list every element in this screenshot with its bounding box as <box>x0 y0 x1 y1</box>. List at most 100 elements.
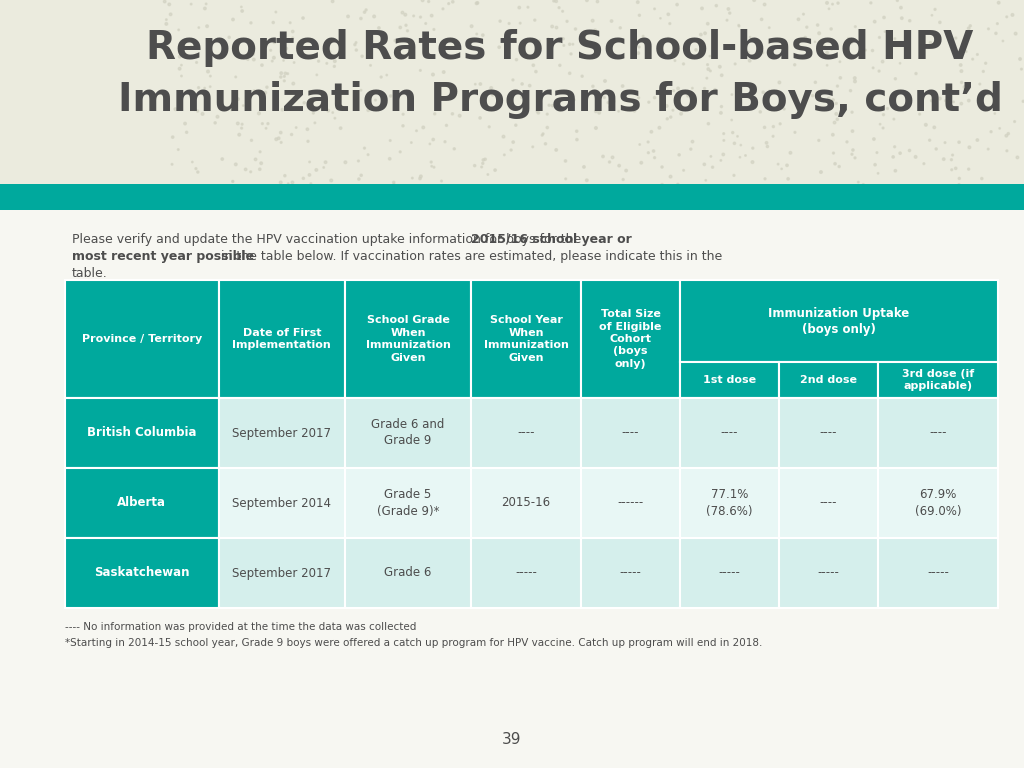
Point <box>871 118 888 131</box>
Text: 2015-16: 2015-16 <box>502 496 551 509</box>
Point <box>918 119 934 131</box>
Point <box>928 143 944 155</box>
Point <box>383 90 399 102</box>
Point <box>617 164 634 177</box>
Point <box>214 153 230 165</box>
Point <box>845 125 861 137</box>
Point <box>167 103 183 115</box>
Point <box>945 96 962 108</box>
Point <box>825 94 842 106</box>
Point <box>754 13 770 25</box>
Point <box>280 68 296 80</box>
Point <box>275 55 292 67</box>
Point <box>285 31 301 44</box>
Point <box>612 22 629 34</box>
Point <box>171 62 187 74</box>
Point <box>223 104 240 116</box>
Point <box>437 136 454 148</box>
Text: ---- No information was provided at the time the data was collected: ---- No information was provided at the … <box>65 622 417 632</box>
Point <box>183 0 200 10</box>
Point <box>323 174 339 187</box>
Point <box>797 94 813 106</box>
Text: Grade 6: Grade 6 <box>384 567 432 580</box>
Point <box>631 41 647 53</box>
Point <box>426 23 442 35</box>
Point <box>588 41 604 53</box>
Bar <box>778 468 878 538</box>
Point <box>358 4 375 16</box>
Point <box>829 80 846 92</box>
Point <box>924 9 940 22</box>
Point <box>382 153 398 165</box>
Point <box>252 146 268 158</box>
Bar <box>680 398 778 468</box>
Point <box>285 176 301 188</box>
Point <box>529 105 546 118</box>
Text: School Grade
When
Immunization
Given: School Grade When Immunization Given <box>366 316 451 362</box>
Point <box>531 38 548 51</box>
Point <box>475 154 492 166</box>
Point <box>932 16 948 28</box>
Point <box>362 59 379 71</box>
Point <box>957 45 974 58</box>
Point <box>561 38 578 51</box>
Point <box>660 8 677 21</box>
Bar <box>878 362 998 398</box>
Point <box>524 141 541 153</box>
Point <box>670 82 686 94</box>
Point <box>700 118 717 130</box>
Point <box>961 94 977 107</box>
Point <box>839 136 855 148</box>
Point <box>511 111 527 123</box>
Point <box>564 38 581 51</box>
Point <box>568 134 585 146</box>
Point <box>467 78 483 91</box>
Text: September 2017: September 2017 <box>232 567 332 580</box>
Point <box>200 42 216 55</box>
Point <box>527 65 544 78</box>
Point <box>658 100 675 112</box>
Point <box>881 40 897 52</box>
Point <box>481 121 498 133</box>
Point <box>366 10 382 22</box>
Point <box>248 154 264 166</box>
Point <box>892 57 908 69</box>
Point <box>714 69 730 81</box>
Point <box>158 14 174 26</box>
Point <box>807 76 823 88</box>
Point <box>844 148 860 161</box>
Point <box>845 144 861 156</box>
Text: ----: ---- <box>622 426 639 439</box>
Point <box>420 35 436 47</box>
Point <box>829 113 846 125</box>
Point <box>264 55 281 67</box>
Point <box>630 0 646 8</box>
Point <box>296 97 312 109</box>
Point <box>295 12 311 25</box>
Point <box>656 85 673 98</box>
Point <box>965 53 981 65</box>
Point <box>816 41 833 53</box>
Point <box>257 87 273 99</box>
Point <box>435 66 452 78</box>
Point <box>843 84 859 97</box>
Point <box>559 15 575 28</box>
Point <box>575 161 592 173</box>
Point <box>299 123 315 135</box>
Point <box>475 29 492 41</box>
Bar <box>65 468 219 538</box>
Point <box>585 80 601 92</box>
Point <box>421 0 437 8</box>
Text: 2nd dose: 2nd dose <box>800 375 857 385</box>
Text: Immunization Uptake
(boys only): Immunization Uptake (boys only) <box>768 306 909 336</box>
Point <box>962 141 978 154</box>
Point <box>646 181 663 194</box>
Point <box>819 0 836 9</box>
Point <box>539 108 555 121</box>
Text: 1st dose: 1st dose <box>702 375 756 385</box>
Point <box>961 163 977 175</box>
Point <box>371 22 387 34</box>
Point <box>600 97 616 109</box>
Bar <box>65 280 219 398</box>
Point <box>961 28 977 40</box>
